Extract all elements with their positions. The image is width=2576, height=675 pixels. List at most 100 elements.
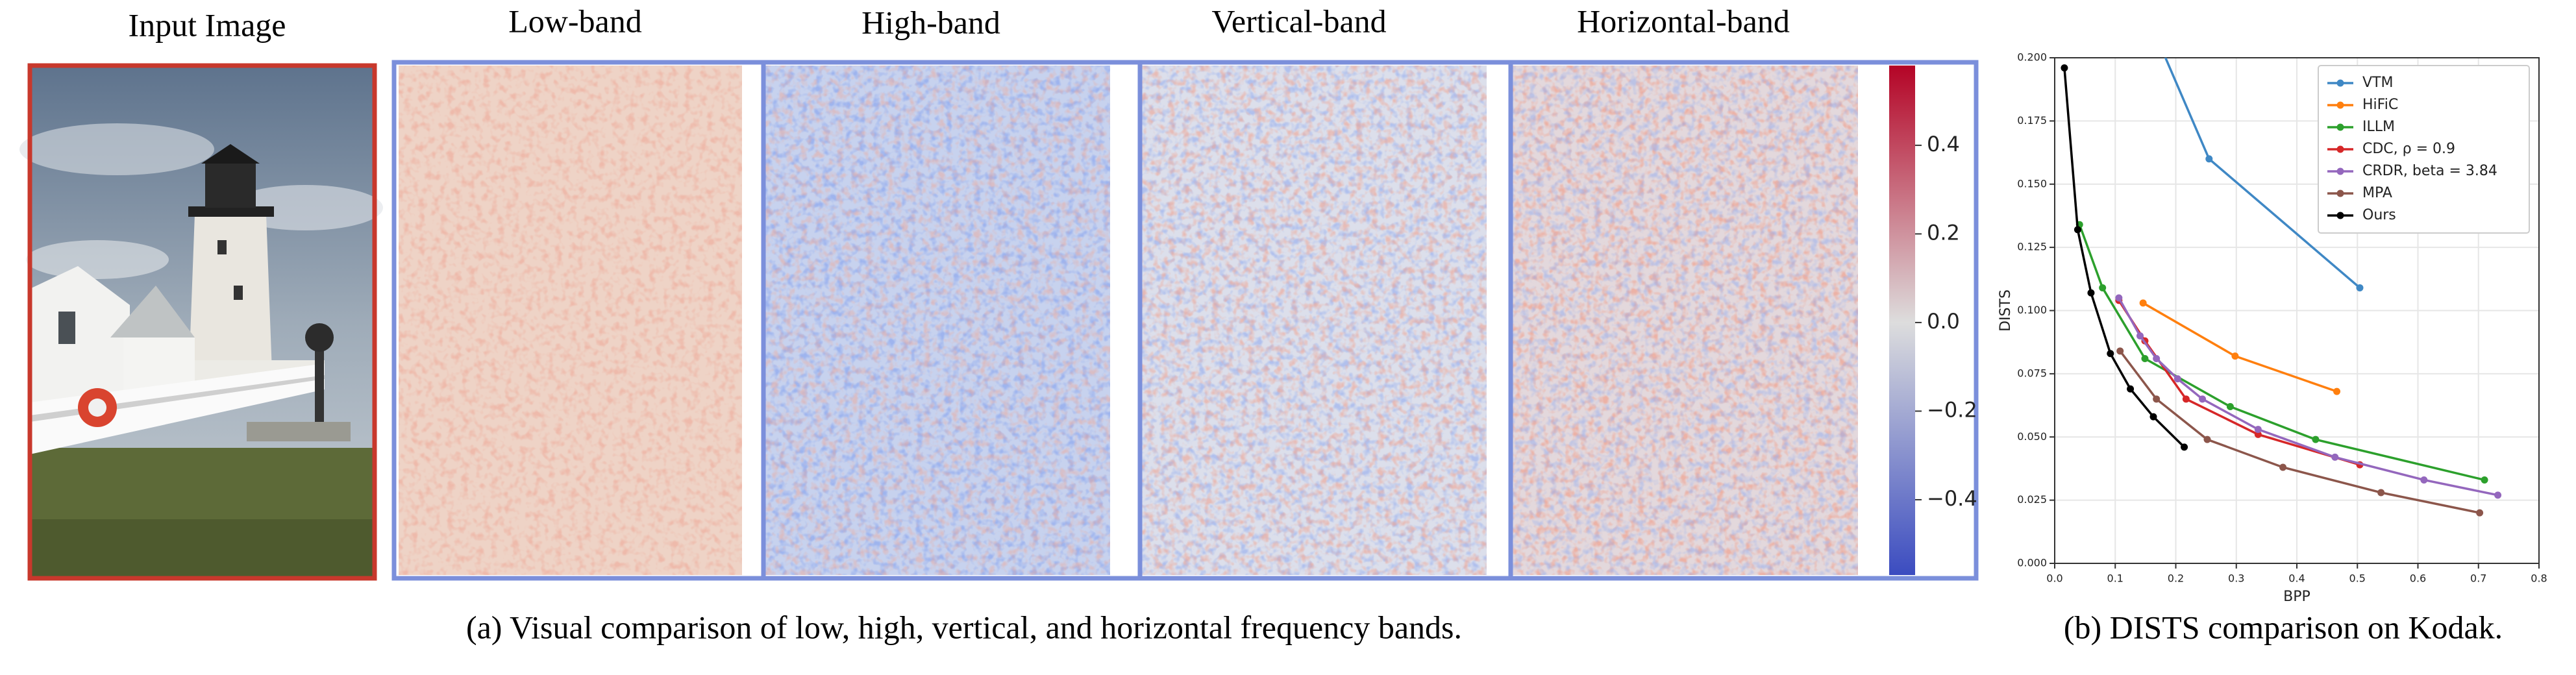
colorbar-tick-label: −0.4 [1927, 486, 1977, 511]
heatmaps [391, 60, 1979, 581]
caption: (b) DISTS comparison on Kodak. [2064, 609, 2503, 645]
window [58, 312, 75, 344]
x-tick-label: 0.1 [2107, 572, 2124, 585]
x-tick-label: 0.2 [2168, 572, 2184, 585]
series-point [2420, 476, 2428, 484]
colorbar-tick-label: 0.0 [1927, 309, 1960, 334]
colorbar-tick-label: 0.2 [1927, 220, 1960, 245]
series-point [2254, 426, 2262, 434]
caption: (a) Visual comparison of low, high, vert… [466, 609, 1462, 645]
colorbar: 0.4 0.2 0.0 −0.2 −0.4 [1889, 66, 1977, 575]
series-point [2312, 436, 2320, 443]
lighthouse-lantern [205, 162, 256, 208]
series-point [2115, 294, 2123, 302]
colorbar-scale [1889, 66, 1915, 575]
series-point [2149, 413, 2157, 421]
panel-frame [391, 60, 1979, 581]
legend-label: VTM [2362, 75, 2393, 91]
legend-box [2318, 65, 2530, 234]
heatmap-texture [765, 66, 1110, 575]
series-point [2331, 453, 2339, 461]
series-point [2182, 395, 2190, 403]
legend-label: Ours [2362, 207, 2396, 223]
series-line [2078, 224, 2485, 482]
y-tick-label: 0.125 [2017, 241, 2047, 253]
panel-title: High-band [861, 4, 1000, 40]
series [2115, 294, 2502, 499]
y-tick-label: 0.150 [2017, 177, 2047, 190]
series-point [2074, 226, 2081, 234]
lighthouse-tower [188, 214, 273, 389]
window [217, 240, 227, 254]
x-axis-label: BPP [2283, 589, 2310, 605]
path [247, 422, 351, 441]
series-point [2181, 443, 2188, 451]
x-tick-label: 0.0 [2046, 572, 2062, 585]
legend-label: CDC, ρ = 0.9 [2362, 141, 2455, 157]
panel-title: Vertical-band [1211, 3, 1386, 39]
series-point [2061, 64, 2068, 72]
x-tick-label: 0.6 [2410, 572, 2426, 585]
x-tick-label: 0.8 [2531, 572, 2547, 585]
series [2139, 299, 2341, 395]
y-tick-label: 0.175 [2017, 114, 2047, 127]
life-ring [88, 399, 106, 417]
series-point [2153, 355, 2161, 363]
house-roof [110, 286, 195, 338]
colorbar-tick-label: 0.4 [1927, 132, 1960, 156]
grass [30, 519, 375, 578]
series-point [2231, 352, 2239, 360]
legend-label: HiFiC [2362, 97, 2398, 113]
legend-marker [2336, 190, 2344, 197]
binocular-post [315, 338, 324, 428]
heatmap-texture [1141, 66, 1487, 575]
series-point [2476, 509, 2484, 517]
series [2061, 64, 2188, 451]
legend-label: MPA [2362, 185, 2392, 201]
series-point [2139, 299, 2147, 307]
legend-marker [2336, 167, 2344, 175]
panel-title: Low-band [508, 3, 642, 39]
series-point [2279, 463, 2287, 471]
series [2164, 58, 2364, 291]
legend-marker [2336, 123, 2344, 131]
y-axis-label: DISTS [1998, 289, 2014, 332]
series-point [2356, 284, 2364, 291]
y-tick-label: 0.050 [2017, 430, 2047, 443]
window [234, 286, 243, 300]
series-point [2127, 385, 2135, 393]
legend-marker [2336, 212, 2344, 219]
x-tick-label: 0.3 [2228, 572, 2244, 585]
legend-label: CRDR, beta = 3.84 [2362, 163, 2497, 179]
x-tick-label: 0.7 [2470, 572, 2486, 585]
heatmap-texture [399, 66, 742, 575]
x-tick-label: 0.5 [2349, 572, 2366, 585]
y-tick-label: 0.200 [2017, 51, 2047, 64]
series-point [2226, 403, 2234, 411]
input-image [19, 63, 383, 581]
cloud [26, 240, 169, 279]
colorbar-tick-label: −0.2 [1927, 397, 1977, 422]
lighthouse-roof [201, 144, 260, 164]
legend-marker [2336, 145, 2344, 153]
cloud [19, 123, 214, 175]
series-point [2205, 155, 2213, 163]
legend: VTM HiFiC ILLM CDC, ρ = 0.9 CRDR, beta = 3.8… [2318, 65, 2530, 234]
image-border [27, 63, 377, 581]
legend-marker [2336, 79, 2344, 87]
series-point [2141, 355, 2149, 363]
heatmap-texture [1513, 66, 1858, 575]
series-point [2116, 347, 2124, 355]
series-line [2119, 350, 2480, 514]
series-point [2153, 395, 2161, 403]
plot-frame [2054, 57, 2540, 564]
series-point [2333, 387, 2341, 395]
legend-marker [2336, 101, 2344, 109]
panel-title: Input Image [129, 6, 286, 43]
x-tick-label: 0.4 [2288, 572, 2305, 585]
series-point [2203, 436, 2211, 443]
binocular [305, 323, 334, 352]
house [30, 266, 130, 415]
line-chart: 0.000 0.025 0.050 0.075 0.100 0.125 0.150 0.175… [1998, 51, 2547, 606]
